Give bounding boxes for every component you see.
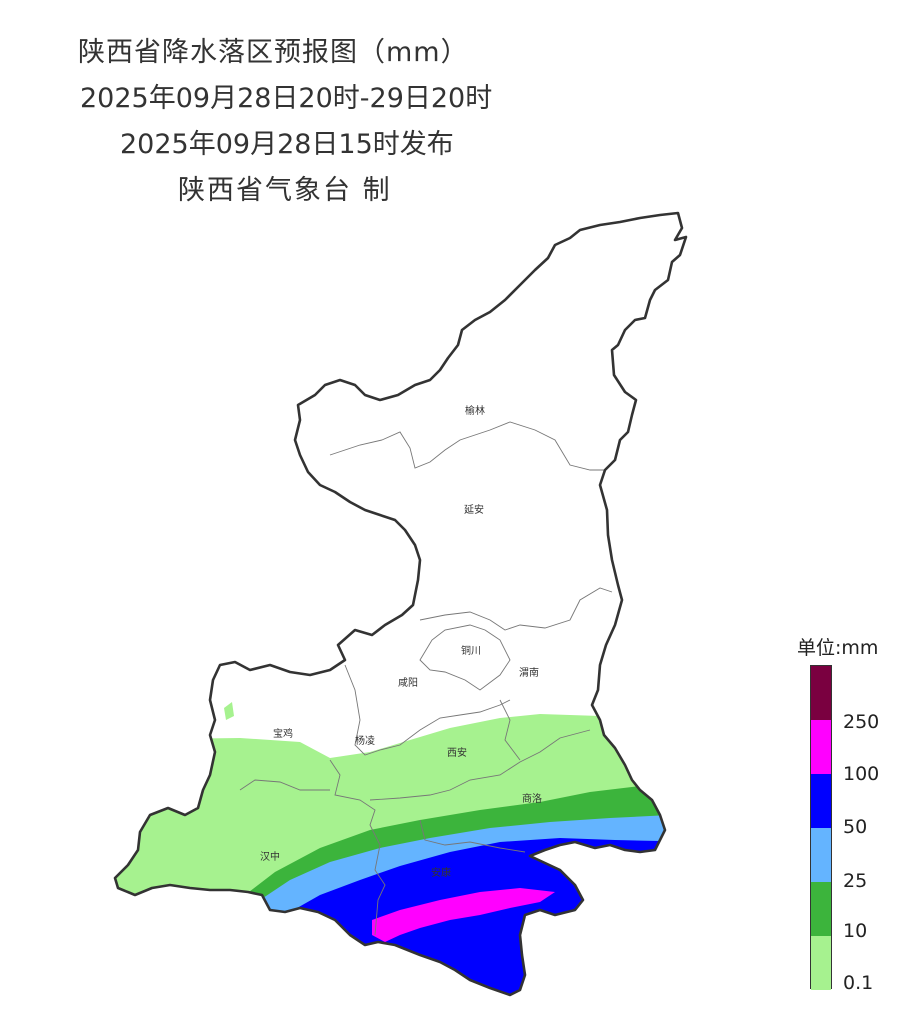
legend-swatch-100 bbox=[811, 720, 831, 774]
legend-label-0-1: 0.1 bbox=[843, 972, 874, 994]
legend-label-25: 25 bbox=[843, 870, 868, 892]
legend-colorbar bbox=[810, 665, 832, 990]
city-labels: 榆林 延安 铜川 咸阳 渭南 宝鸡 杨凌 西安 商洛 汉中 安康 bbox=[260, 404, 542, 879]
city-label-hanzhong: 汉中 bbox=[260, 850, 280, 863]
legend-title: 单位:mm bbox=[797, 637, 879, 659]
zone-100mm bbox=[372, 888, 555, 942]
city-label-xian: 西安 bbox=[447, 746, 467, 759]
legend-label-50: 50 bbox=[843, 816, 868, 838]
legend-swatch-10 bbox=[811, 882, 831, 936]
city-label-yangling: 杨凌 bbox=[355, 734, 375, 747]
issue-time: 2025年09月28日15时发布 bbox=[120, 129, 454, 160]
map-title: 陕西省降水落区预报图（mm） bbox=[78, 37, 469, 68]
zone-0-1mm-patch bbox=[224, 702, 234, 720]
city-label-weinan: 渭南 bbox=[519, 666, 539, 679]
issuer: 陕西省气象台 制 bbox=[178, 175, 392, 206]
city-label-xianyang: 咸阳 bbox=[398, 677, 418, 689]
city-label-yanan: 延安 bbox=[464, 503, 484, 516]
city-label-baoji: 宝鸡 bbox=[273, 727, 293, 740]
legend: 单位:mm 250 100 50 25 10 0.1 bbox=[795, 630, 895, 1000]
forecast-period: 2025年09月28日20时-29日20时 bbox=[80, 83, 493, 114]
legend-label-10: 10 bbox=[843, 920, 868, 942]
province-border bbox=[113, 211, 688, 997]
legend-swatch-0-1 bbox=[811, 936, 831, 990]
city-label-ankang: 安康 bbox=[431, 866, 451, 879]
city-boundaries bbox=[239, 421, 613, 936]
legend-label-250: 250 bbox=[843, 711, 880, 733]
legend-swatch-25 bbox=[811, 828, 831, 882]
precip-zones bbox=[115, 702, 686, 995]
legend-swatch-250-plus bbox=[811, 666, 831, 720]
city-label-yulin: 榆林 bbox=[465, 404, 485, 417]
legend-swatch-50 bbox=[811, 774, 831, 828]
legend-label-100: 100 bbox=[843, 763, 880, 785]
city-label-shangluo: 商洛 bbox=[522, 792, 542, 805]
city-label-tongchuan: 铜川 bbox=[461, 645, 481, 657]
